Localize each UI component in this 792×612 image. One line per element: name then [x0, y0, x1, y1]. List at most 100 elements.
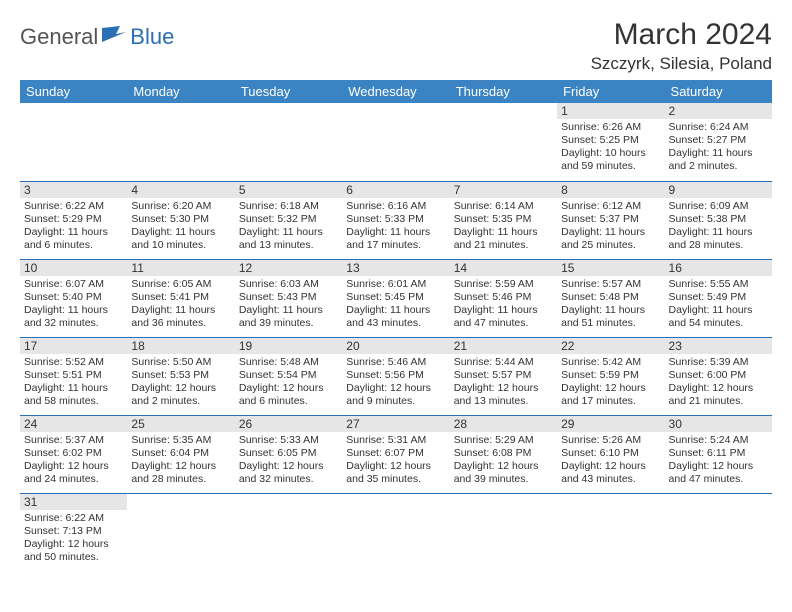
- sunset-label: Sunset:: [346, 447, 382, 459]
- day-number: 29: [557, 416, 664, 432]
- sunrise-value: 6:20 AM: [170, 200, 211, 212]
- day-details: Sunrise: 6:16 AMSunset: 5:33 PMDaylight:…: [342, 198, 449, 257]
- daylight-label: Daylight:: [239, 226, 280, 238]
- sunrise-value: 5:46 AM: [385, 356, 426, 368]
- calendar-cell: 4Sunrise: 6:20 AMSunset: 5:30 PMDaylight…: [127, 181, 234, 259]
- sunset-value: 5:56 PM: [382, 369, 424, 381]
- day-number: 24: [20, 416, 127, 432]
- day-details: Sunrise: 6:20 AMSunset: 5:30 PMDaylight:…: [127, 198, 234, 257]
- daylight-label: Daylight:: [669, 147, 710, 159]
- sunrise-value: 6:14 AM: [492, 200, 533, 212]
- day-details: Sunrise: 6:18 AMSunset: 5:32 PMDaylight:…: [235, 198, 342, 257]
- sunrise-label: Sunrise:: [561, 356, 600, 368]
- calendar-cell: 25Sunrise: 5:35 AMSunset: 6:04 PMDayligh…: [127, 415, 234, 493]
- calendar-cell: 11Sunrise: 6:05 AMSunset: 5:41 PMDayligh…: [127, 259, 234, 337]
- sunrise-label: Sunrise:: [24, 356, 63, 368]
- sunset-value: 6:02 PM: [60, 447, 102, 459]
- sunset-label: Sunset:: [24, 525, 60, 537]
- calendar-cell: 31Sunrise: 6:22 AMSunset: 7:13 PMDayligh…: [20, 493, 127, 571]
- calendar-cell: [557, 493, 664, 571]
- calendar-cell: 3Sunrise: 6:22 AMSunset: 5:29 PMDaylight…: [20, 181, 127, 259]
- weekday-header: Sunday: [20, 80, 127, 103]
- sunrise-value: 6:18 AM: [277, 200, 318, 212]
- sunrise-label: Sunrise:: [239, 200, 278, 212]
- day-number: 30: [665, 416, 772, 432]
- sunset-label: Sunset:: [24, 291, 60, 303]
- sunrise-value: 6:26 AM: [600, 121, 641, 133]
- month-title: March 2024: [591, 18, 772, 52]
- calendar-cell: 6Sunrise: 6:16 AMSunset: 5:33 PMDaylight…: [342, 181, 449, 259]
- sunrise-value: 5:59 AM: [492, 278, 533, 290]
- day-number: 17: [20, 338, 127, 354]
- sunset-value: 5:41 PM: [167, 291, 209, 303]
- daylight-label: Daylight:: [131, 304, 172, 316]
- sunset-label: Sunset:: [239, 447, 275, 459]
- logo-text-blue: Blue: [130, 24, 174, 50]
- calendar-cell: [342, 493, 449, 571]
- day-number: 25: [127, 416, 234, 432]
- day-details: Sunrise: 5:42 AMSunset: 5:59 PMDaylight:…: [557, 354, 664, 413]
- day-number: 28: [450, 416, 557, 432]
- sunset-value: 5:51 PM: [60, 369, 102, 381]
- sunset-value: 6:00 PM: [704, 369, 746, 381]
- day-number: 8: [557, 182, 664, 198]
- calendar-cell: 19Sunrise: 5:48 AMSunset: 5:54 PMDayligh…: [235, 337, 342, 415]
- sunrise-label: Sunrise:: [24, 512, 63, 524]
- sunrise-value: 5:50 AM: [170, 356, 211, 368]
- day-details: Sunrise: 5:33 AMSunset: 6:05 PMDaylight:…: [235, 432, 342, 491]
- sunrise-label: Sunrise:: [669, 278, 708, 290]
- sunrise-label: Sunrise:: [561, 278, 600, 290]
- sunrise-value: 6:12 AM: [600, 200, 641, 212]
- calendar-cell: [450, 493, 557, 571]
- daylight-label: Daylight:: [454, 460, 495, 472]
- daylight-label: Daylight:: [561, 460, 602, 472]
- sunrise-value: 6:24 AM: [707, 121, 748, 133]
- calendar-cell: [127, 493, 234, 571]
- sunrise-value: 5:57 AM: [600, 278, 641, 290]
- daylight-label: Daylight:: [239, 382, 280, 394]
- calendar-cell: 15Sunrise: 5:57 AMSunset: 5:48 PMDayligh…: [557, 259, 664, 337]
- calendar-cell: 2Sunrise: 6:24 AMSunset: 5:27 PMDaylight…: [665, 103, 772, 181]
- sunrise-label: Sunrise:: [24, 278, 63, 290]
- daylight-label: Daylight:: [669, 226, 710, 238]
- sunrise-label: Sunrise:: [561, 200, 600, 212]
- sunset-label: Sunset:: [24, 447, 60, 459]
- calendar-table: SundayMondayTuesdayWednesdayThursdayFrid…: [20, 80, 772, 571]
- daylight-label: Daylight:: [669, 382, 710, 394]
- day-number: 19: [235, 338, 342, 354]
- sunrise-value: 5:24 AM: [707, 434, 748, 446]
- logo-text-general: General: [20, 24, 98, 50]
- sunset-value: 5:59 PM: [597, 369, 639, 381]
- sunset-value: 6:10 PM: [597, 447, 639, 459]
- sunset-value: 6:07 PM: [382, 447, 424, 459]
- weekday-header: Thursday: [450, 80, 557, 103]
- sunset-value: 5:57 PM: [489, 369, 531, 381]
- sunset-value: 5:30 PM: [167, 213, 209, 225]
- sunset-label: Sunset:: [131, 447, 167, 459]
- day-details: Sunrise: 6:09 AMSunset: 5:38 PMDaylight:…: [665, 198, 772, 257]
- day-details: Sunrise: 5:26 AMSunset: 6:10 PMDaylight:…: [557, 432, 664, 491]
- daylight-label: Daylight:: [131, 460, 172, 472]
- calendar-cell: 1Sunrise: 6:26 AMSunset: 5:25 PMDaylight…: [557, 103, 664, 181]
- daylight-label: Daylight:: [561, 382, 602, 394]
- sunrise-value: 5:48 AM: [277, 356, 318, 368]
- sunset-value: 5:46 PM: [489, 291, 531, 303]
- sunrise-value: 5:52 AM: [63, 356, 104, 368]
- day-details: Sunrise: 6:26 AMSunset: 5:25 PMDaylight:…: [557, 119, 664, 178]
- sunset-value: 5:33 PM: [382, 213, 424, 225]
- daylight-label: Daylight:: [561, 226, 602, 238]
- sunrise-value: 5:26 AM: [600, 434, 641, 446]
- sunset-value: 5:35 PM: [489, 213, 531, 225]
- sunrise-label: Sunrise:: [239, 278, 278, 290]
- day-details: Sunrise: 6:14 AMSunset: 5:35 PMDaylight:…: [450, 198, 557, 257]
- day-details: Sunrise: 6:22 AMSunset: 5:29 PMDaylight:…: [20, 198, 127, 257]
- daylight-label: Daylight:: [24, 226, 65, 238]
- calendar-cell: 13Sunrise: 6:01 AMSunset: 5:45 PMDayligh…: [342, 259, 449, 337]
- daylight-label: Daylight:: [346, 460, 387, 472]
- day-details: Sunrise: 6:22 AMSunset: 7:13 PMDaylight:…: [20, 510, 127, 569]
- daylight-label: Daylight:: [239, 304, 280, 316]
- sunset-value: 5:40 PM: [60, 291, 102, 303]
- sunrise-label: Sunrise:: [454, 356, 493, 368]
- day-number: 13: [342, 260, 449, 276]
- day-number: 16: [665, 260, 772, 276]
